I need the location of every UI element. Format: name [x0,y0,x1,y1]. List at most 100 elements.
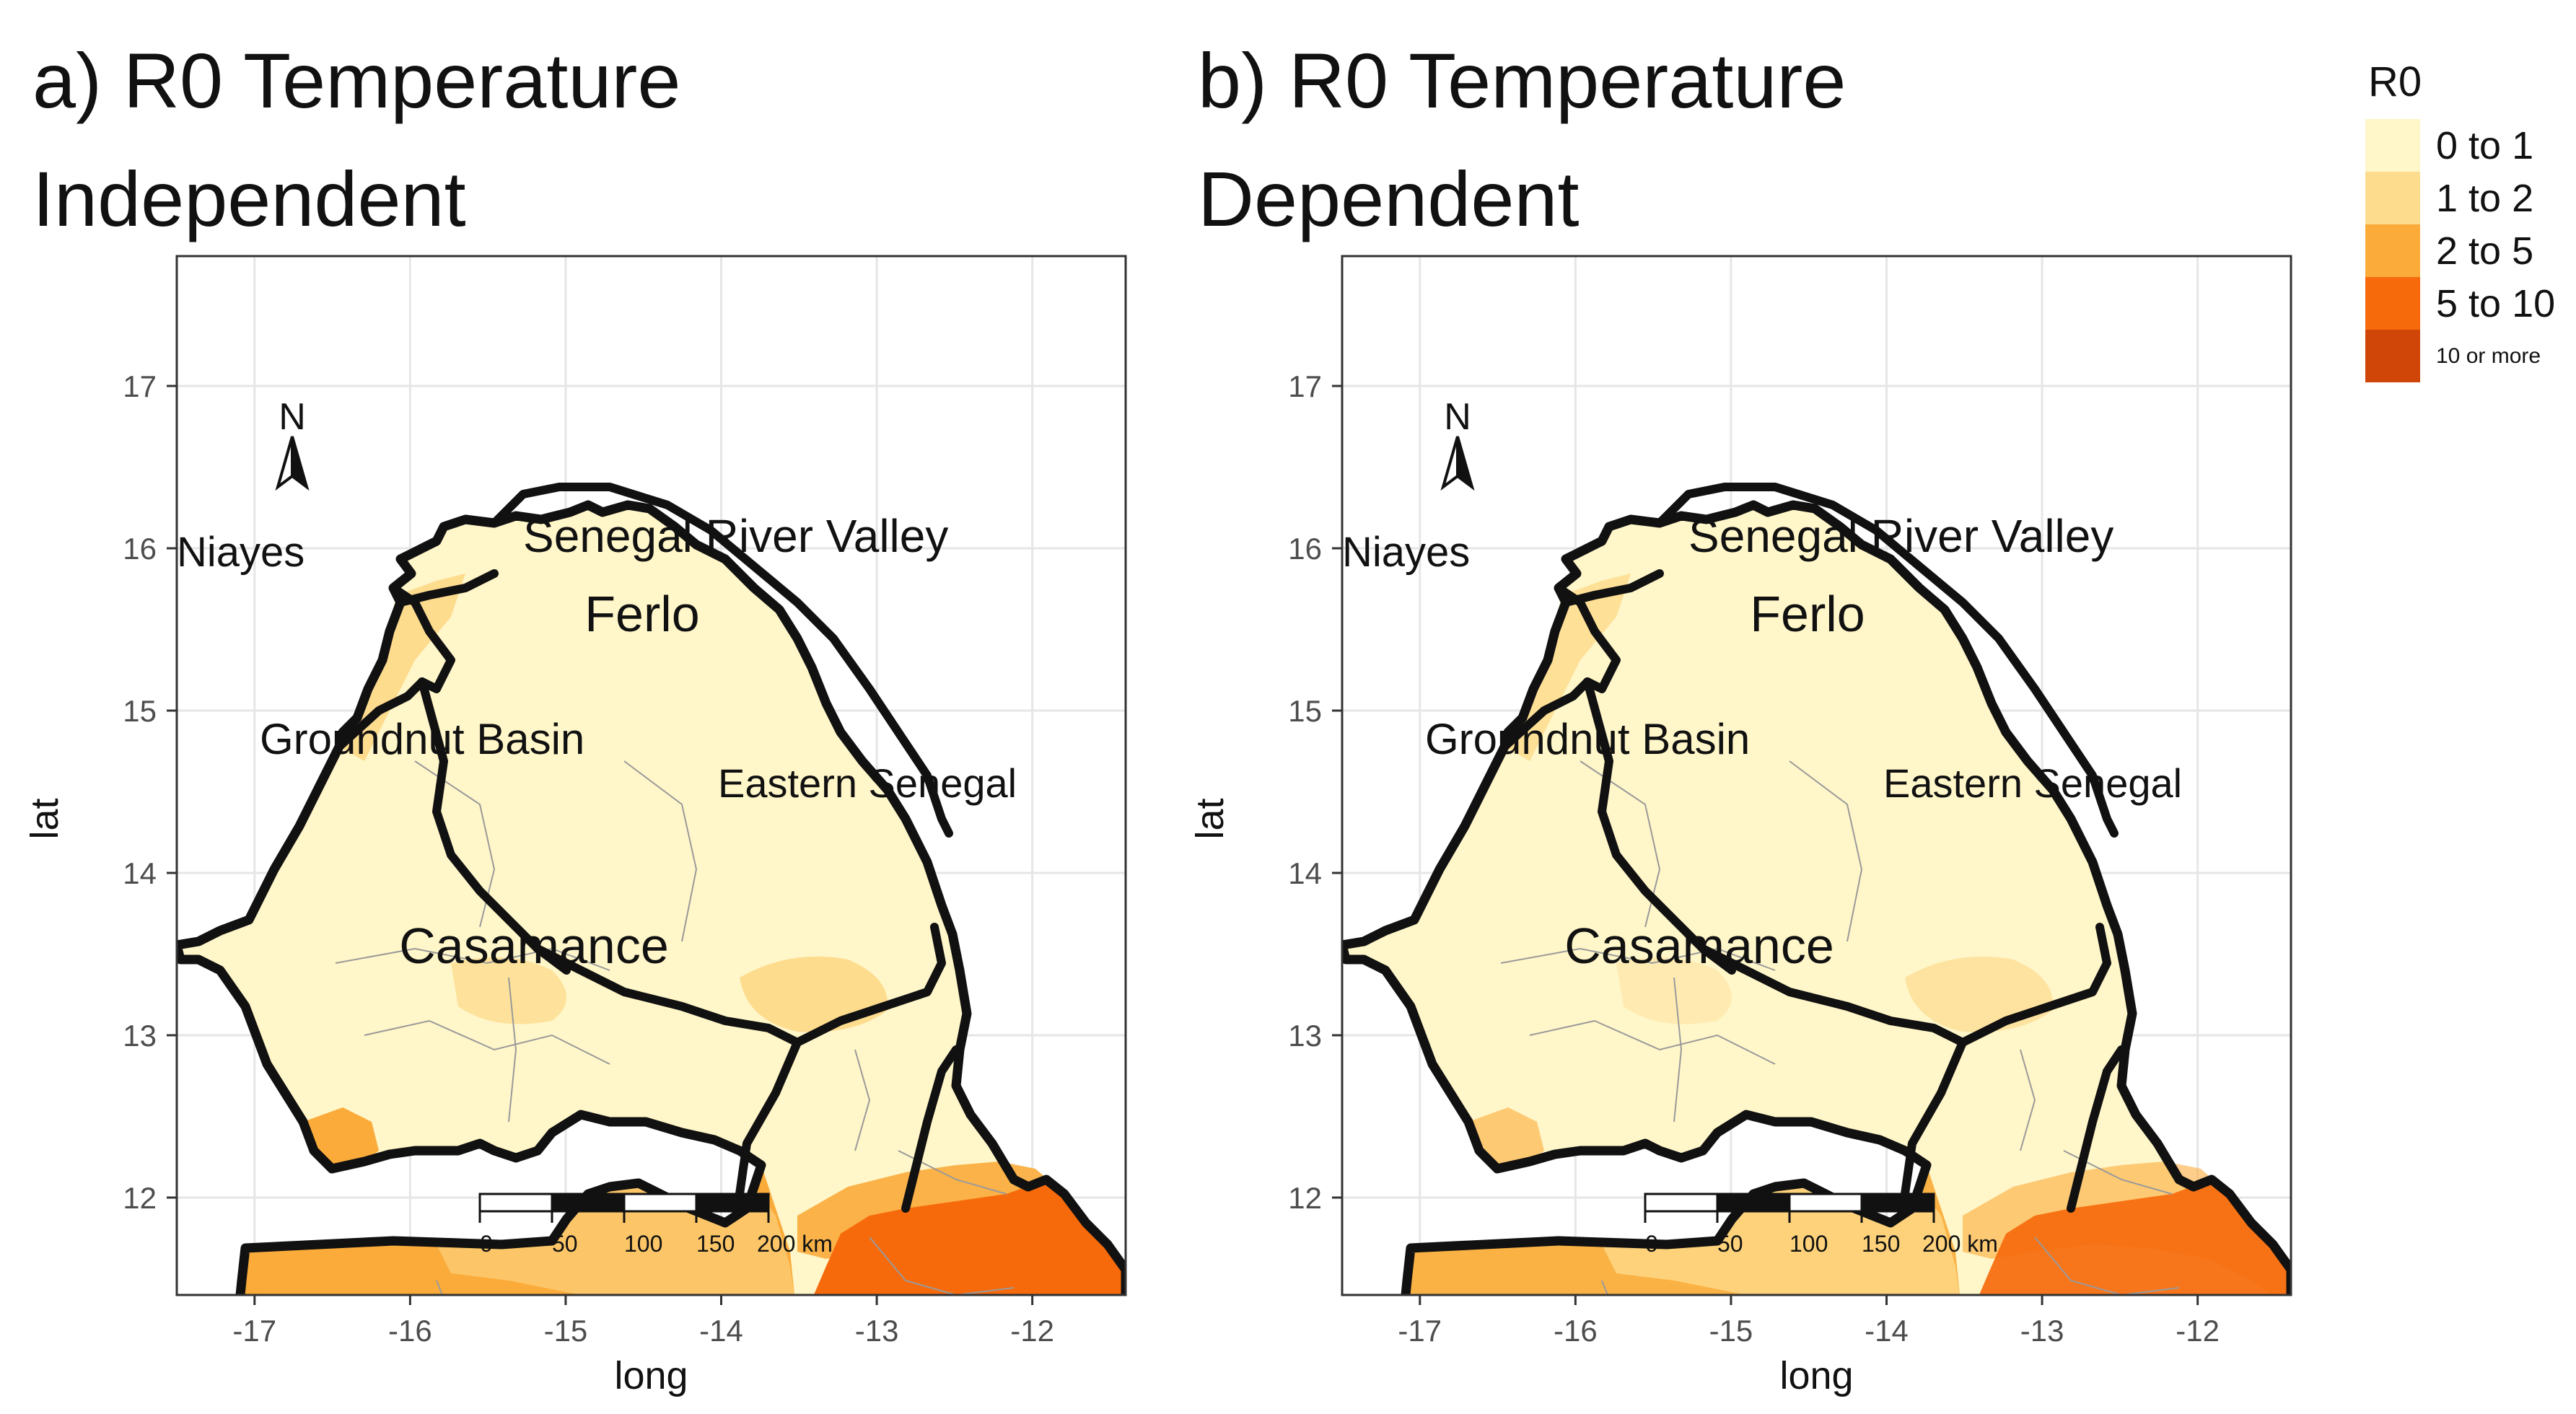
north-arrow: N [275,396,310,491]
region-label: Eastern Senegal [718,760,1017,806]
legend-item: 0 to 1 [2365,119,2555,172]
region-label: Casamance [1564,918,1834,974]
region-boundaries [1500,483,2126,1213]
scale-bar-label: 150 [696,1231,735,1257]
country-fill [1342,505,2291,1295]
y-tick-label: 13 [123,1019,157,1053]
map-content: N Senegal River Valley Niayes Ferlo Groundnu… [1342,396,2291,1295]
region-boundary [396,569,499,607]
region-labels: Senegal River Valley Niayes Ferlo Groundnut… [177,510,1017,974]
y-tick-label: 12 [1288,1181,1322,1215]
district-line [854,1049,871,1151]
region-boundary [533,944,802,1047]
district-line [335,947,610,971]
country-outline [1342,500,2291,1295]
region-boundary [1561,569,1664,607]
scale-bar-segment [695,1193,770,1213]
region-boundary [1901,1038,1967,1198]
country-fill [177,505,1126,1295]
legend-title: R0 [2368,58,2422,105]
scale-bar-segment [1860,1193,1935,1213]
region-label: Niayes [1342,529,1470,576]
y-tick-label: 12 [123,1181,157,1215]
legend-label: 10 or more [2436,343,2541,368]
scale-bar-label: 0 [1645,1231,1658,1257]
region-boundary [1655,483,2119,838]
legend-swatch [2365,330,2420,382]
district-line [2034,1237,2180,1295]
legend-label: 1 to 2 [2436,176,2534,220]
map-panel-b: N Senegal River Valley Niayes Ferlo Groundnu… [1188,255,2292,1397]
scale-bar-segment [478,1193,553,1213]
legend-item: 10 or more [2365,330,2555,382]
panel-b-title-line2: Dependent [1198,155,1580,243]
legend: R0 0 to 1 1 to 2 2 to 5 5 to 10 10 or mo… [2365,58,2555,382]
district-line [1673,977,1683,1123]
y-tick-label: 16 [1288,532,1322,566]
region-labels: Senegal River Valley Niayes Ferlo Groundnut… [1342,510,2182,974]
scale-bar-label: 200 km [1922,1231,1998,1257]
district-line [436,1280,444,1295]
x-tick-label: -14 [699,1314,743,1348]
y-tick-label: 13 [1288,1019,1322,1053]
x-tick-label: -13 [2020,1314,2064,1348]
scale-bar-segment [551,1193,626,1213]
y-tick-label: 14 [123,856,157,890]
casamance-inner-zone [437,1183,794,1295]
region-label: Senegal River Valley [1688,510,2113,562]
casamance-inner-zone [1602,1183,1960,1295]
region-boundary [2067,1045,2126,1213]
panel-a-title-line1: a) R0 Temperature [32,37,681,124]
scale-bar-label: 50 [552,1231,578,1257]
district-line [1500,947,1776,971]
region-boundary [418,677,571,975]
region-label: Ferlo [1750,586,1865,642]
y-tick-label: 17 [1288,369,1322,403]
legend-swatch [2365,224,2420,277]
x-tick-label: -16 [1554,1314,1598,1348]
scale-bar-label: 50 [1717,1231,1743,1257]
x-tick-label: -17 [232,1314,276,1348]
scale-bar-label: 100 [1789,1231,1828,1257]
x-axis-label: long [614,1354,688,1397]
map-frame [1341,255,2292,1296]
region-label: Senegal River Valley [523,510,948,562]
y-tick-label: 15 [123,694,157,728]
north-arrow: N [1440,396,1475,491]
legend-item: 2 to 5 [2365,224,2555,277]
region-label: Ferlo [584,586,699,642]
panel-b-title-line1: b) R0 Temperature [1198,37,1846,124]
region-boundary [901,1045,960,1213]
groundnut-zone [451,957,566,1024]
y-tick-label: 14 [1288,856,1322,890]
scale-bar-label: 200 km [757,1231,833,1257]
panel-a-title: a) R0 Temperature Independent [32,22,680,258]
north-arrow-icon [1456,436,1475,491]
legend-swatch [2365,277,2420,330]
legend-swatch [2365,119,2420,172]
region-boundary [1958,923,2111,1047]
x-tick-label: -15 [544,1314,588,1348]
map-frame [175,255,1127,1296]
legend-label: 2 to 5 [2436,229,2534,273]
x-axis-label: long [1779,1354,1853,1397]
southeast-zone [1979,1180,2291,1295]
scale-bar: 0 50 100 150 200 km [478,1193,833,1257]
region-boundary [1500,677,1592,751]
scale-bar: 0 50 100 150 200 km [1644,1193,1998,1257]
scale-bar-segment [1644,1193,1719,1213]
region-boundary [1583,677,1736,975]
legend-item: 5 to 10 [2365,277,2555,330]
region-boundary [735,1038,802,1198]
region-label: Niayes [177,529,305,576]
groundnut-zone [1616,957,1732,1024]
district-line [508,977,517,1123]
x-tick-label: -13 [855,1314,899,1348]
district-lines [335,760,1015,1295]
scale-bar-segment [1788,1193,1863,1213]
district-line [1529,1019,1776,1065]
district-line [1789,760,1863,942]
panel-a-title-line2: Independent [32,155,466,243]
legend-label: 0 to 1 [2436,123,2534,167]
